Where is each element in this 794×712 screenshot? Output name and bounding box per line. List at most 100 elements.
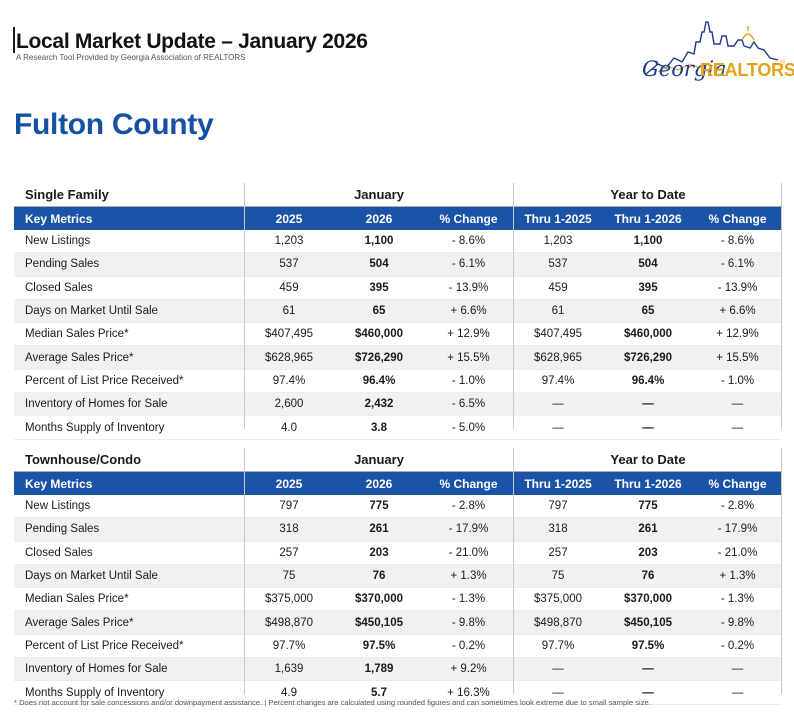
metric-label: Median Sales Price* bbox=[25, 328, 129, 341]
table-row: New Listings 1,203 1,100 - 8.6% 1,203 1,100 - … bbox=[14, 230, 782, 254]
value-2025: 2,600 bbox=[274, 398, 304, 411]
county-title: Fulton County bbox=[14, 108, 214, 141]
ytd-2025: $407,495 bbox=[534, 328, 582, 341]
section-name: Townhouse/Condo bbox=[25, 452, 142, 467]
table-row: Closed Sales 257 203 - 21.0% 257 203 - 21.0% bbox=[14, 542, 782, 565]
pct-change: + 12.9% bbox=[447, 328, 490, 341]
ytd-2026: 504 bbox=[638, 258, 658, 271]
ytd-2026: $726,290 bbox=[624, 351, 672, 364]
ytd-2026: 97.5% bbox=[631, 639, 665, 652]
ytd-pct-change: - 2.8% bbox=[720, 500, 755, 513]
value-2026: $726,290 bbox=[355, 351, 403, 364]
ytd-pct-change: - 21.0% bbox=[717, 546, 758, 559]
ytd-2026: 203 bbox=[638, 546, 658, 559]
metric-label: New Listings bbox=[25, 500, 91, 513]
metric-label: Pending Sales bbox=[25, 523, 100, 536]
value-2025: 4.9 bbox=[281, 686, 297, 699]
metric-label: Months Supply of Inventory bbox=[25, 686, 165, 699]
value-2026: 1,100 bbox=[364, 235, 394, 248]
value-2026: 5.7 bbox=[371, 686, 387, 699]
metric-label: Months Supply of Inventory bbox=[25, 421, 165, 434]
ytd-pct-change: — bbox=[731, 398, 744, 411]
table-row: Months Supply of Inventory 4.0 3.8 - 5.0% — —… bbox=[14, 416, 782, 440]
ytd-2026: $450,105 bbox=[624, 616, 672, 629]
ytd-2025: — bbox=[552, 398, 564, 411]
value-2025: $498,870 bbox=[265, 616, 313, 629]
table-row: Median Sales Price* $407,495 $460,000 + 12.… bbox=[14, 323, 782, 347]
georgia-realtors-logo: Georgia REALTORS ® bbox=[638, 14, 794, 92]
section-header: Townhouse/Condo January Year to Date bbox=[14, 448, 782, 472]
table-row: Months Supply of Inventory 4.9 5.7 + 16.3% —… bbox=[14, 681, 782, 705]
page-subtitle: A Research Tool Provided by Georgia Asso… bbox=[16, 53, 246, 62]
col-thru-2026: Thru 1-2026 bbox=[614, 211, 682, 226]
col-ytd-pct-change: % Change bbox=[708, 476, 767, 491]
month-period-label: January bbox=[354, 452, 404, 467]
value-2026: 96.4% bbox=[362, 374, 396, 387]
col-thru-2025: Thru 1-2025 bbox=[524, 476, 592, 491]
table-row: Days on Market Until Sale 61 65 + 6.6% 61 65 +… bbox=[14, 299, 782, 324]
col-key-metrics: Key Metrics bbox=[25, 211, 93, 226]
ytd-2026: $370,000 bbox=[624, 593, 672, 606]
ytd-2025: $498,870 bbox=[534, 616, 582, 629]
ytd-2025: — bbox=[552, 421, 564, 434]
ytd-2026: 65 bbox=[641, 305, 655, 318]
metric-label: Inventory of Homes for Sale bbox=[25, 398, 168, 411]
value-2026: 97.5% bbox=[362, 639, 396, 652]
table-body: New Listings 1,203 1,100 - 8.6% 1,203 1,100 - … bbox=[14, 230, 782, 440]
table-row: Pending Sales 537 504 - 6.1% 537 504 - 6.1% bbox=[14, 253, 782, 277]
ytd-pct-change: - 8.6% bbox=[720, 235, 755, 248]
value-2025: 61 bbox=[282, 305, 296, 318]
section-header: Single Family January Year to Date bbox=[14, 183, 782, 207]
ytd-pct-change: - 0.2% bbox=[720, 639, 755, 652]
metric-label: Closed Sales bbox=[25, 546, 93, 559]
table-row: Pending Sales 318 261 - 17.9% 318 261 - 17.9% bbox=[14, 518, 782, 542]
value-2026: 1,789 bbox=[364, 663, 394, 676]
logo-georgia-text: Georgia bbox=[642, 57, 727, 81]
col-thru-2026: Thru 1-2026 bbox=[614, 476, 682, 491]
ytd-pct-change: — bbox=[731, 686, 744, 699]
footnote: * Does not account for sale concessions … bbox=[14, 698, 651, 707]
value-2025: 97.4% bbox=[272, 374, 306, 387]
ytd-pct-change: + 6.6% bbox=[719, 305, 756, 318]
ytd-pct-change: + 12.9% bbox=[716, 328, 759, 341]
pct-change: - 6.1% bbox=[451, 258, 486, 271]
pct-change: - 13.9% bbox=[448, 281, 489, 294]
table-row: Average Sales Price* $628,965 $726,290 + 15… bbox=[14, 346, 782, 370]
value-2025: 459 bbox=[279, 281, 299, 294]
value-2026: 395 bbox=[369, 281, 389, 294]
value-2026: 2,432 bbox=[364, 398, 394, 411]
value-2025: 257 bbox=[279, 546, 299, 559]
metric-label: New Listings bbox=[25, 235, 91, 248]
ytd-2025: — bbox=[552, 663, 564, 676]
pct-change: - 1.3% bbox=[451, 593, 486, 606]
ytd-2025: 75 bbox=[551, 570, 565, 583]
col-2026: 2026 bbox=[365, 211, 393, 226]
value-2026: 775 bbox=[369, 500, 389, 513]
col-2025: 2025 bbox=[275, 211, 303, 226]
ytd-2026: 1,100 bbox=[633, 235, 663, 248]
col-2026: 2026 bbox=[365, 476, 393, 491]
table-row: New Listings 797 775 - 2.8% 797 775 - 2.8% bbox=[14, 495, 782, 519]
column-divider bbox=[244, 448, 245, 694]
metric-label: Pending Sales bbox=[25, 258, 100, 271]
col-key-metrics: Key Metrics bbox=[25, 476, 93, 491]
single-family-table: Single Family January Year to Date Key M… bbox=[14, 183, 782, 440]
ytd-pct-change: - 1.0% bbox=[720, 374, 755, 387]
table-row: Days on Market Until Sale 75 76 + 1.3% 75 76 +… bbox=[14, 564, 782, 589]
column-divider bbox=[781, 448, 782, 694]
skyline-icon bbox=[645, 21, 779, 75]
metric-label: Days on Market Until Sale bbox=[25, 570, 158, 583]
ytd-2026: — bbox=[642, 421, 654, 434]
metric-label: Median Sales Price* bbox=[25, 593, 129, 606]
ytd-pct-change: + 1.3% bbox=[719, 570, 756, 583]
column-divider bbox=[513, 183, 514, 429]
pct-change: + 6.6% bbox=[450, 305, 487, 318]
pct-change: - 5.0% bbox=[451, 421, 486, 434]
ytd-2025: 459 bbox=[548, 281, 568, 294]
table-row: Average Sales Price* $498,870 $450,105 - 9.… bbox=[14, 611, 782, 635]
metric-label: Average Sales Price* bbox=[25, 616, 134, 629]
pct-change: - 9.8% bbox=[451, 616, 486, 629]
value-2025: 318 bbox=[279, 523, 299, 536]
col-thru-2025: Thru 1-2025 bbox=[524, 211, 592, 226]
ytd-2025: 61 bbox=[551, 305, 565, 318]
